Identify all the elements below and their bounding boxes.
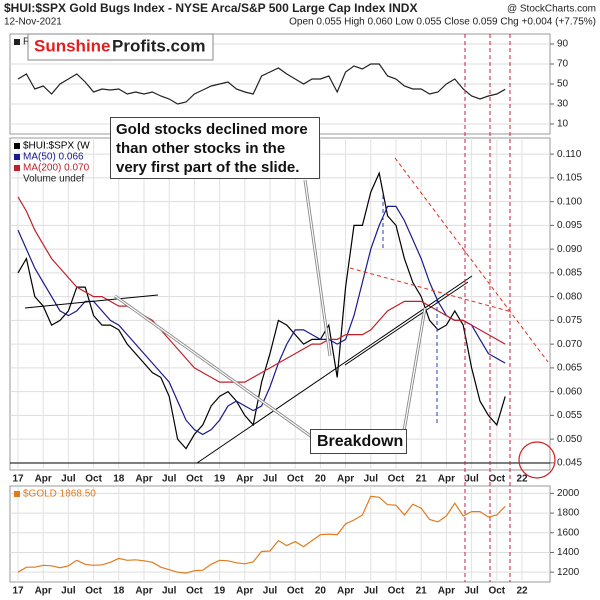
y-tick-label: 1400	[557, 547, 580, 558]
x-tick-label: Jul	[464, 474, 479, 485]
legend-label: MA(200) 0.070	[23, 163, 90, 174]
series-line	[17, 495, 506, 574]
logo-part2: Profits.com	[112, 36, 206, 55]
x-tick-label: Apr	[35, 474, 52, 485]
x-tick-label: 18	[113, 586, 125, 597]
y-tick-label: 50	[557, 79, 569, 90]
x-tick-label: Jul	[61, 474, 76, 485]
legend-swatch	[14, 143, 20, 149]
x-tick-label: Jul	[263, 474, 278, 485]
annotation-box: Breakdown	[310, 429, 407, 454]
y-tick-label: 30	[557, 99, 569, 110]
y-tick-label: 1600	[557, 527, 580, 538]
legend-label: $HUI:$SPX (W	[23, 141, 90, 152]
series-line	[17, 205, 506, 436]
x-tick-label: 20	[315, 474, 327, 485]
x-tick-label: Jul	[263, 586, 278, 597]
y-tick-label: 70	[557, 59, 569, 70]
legend-label: Volume undef	[23, 174, 84, 185]
header-quote: Open 0.055 High 0.060 Low 0.055 Close 0.…	[289, 17, 596, 28]
x-tick-label: Oct	[287, 474, 304, 485]
x-tick-label: 17	[12, 586, 24, 597]
y-tick-label: 0.075	[557, 315, 582, 326]
x-tick-label: Apr	[236, 586, 253, 597]
y-tick-label: 0.105	[557, 173, 582, 184]
y-tick-label: 0.110	[557, 149, 582, 160]
logo-box	[27, 33, 214, 61]
y-tick-label: 0.045	[557, 458, 582, 469]
x-tick-label: Apr	[337, 586, 354, 597]
x-tick-label: Oct	[488, 586, 505, 597]
x-tick-label: 19	[214, 474, 226, 485]
x-tick-label: Oct	[186, 474, 203, 485]
y-tick-label: 0.090	[557, 244, 582, 255]
x-tick-label: Jul	[464, 586, 479, 597]
logo-part1: Sunshine	[34, 36, 111, 55]
series-line	[17, 63, 506, 105]
x-tick-label: 20	[315, 586, 327, 597]
x-tick-label: Jul	[364, 474, 379, 485]
y-tick-label: 2000	[557, 488, 580, 499]
x-tick-label: Apr	[337, 474, 354, 485]
y-tick-label: 90	[557, 39, 569, 50]
x-tick-label: Jul	[162, 474, 177, 485]
panel-frame	[9, 485, 551, 583]
header-title: $HUI:$SPX Gold Bugs Index - NYSE Arca/S&…	[4, 1, 417, 15]
x-tick-label: 21	[416, 586, 428, 597]
y-tick-label: 0.065	[557, 363, 582, 374]
x-tick-label: Oct	[488, 474, 505, 485]
x-tick-label: Oct	[85, 586, 102, 597]
y-tick-label: 10	[557, 119, 569, 130]
x-tick-label: Oct	[85, 474, 102, 485]
x-tick-label: Apr	[236, 474, 253, 485]
x-tick-label: Apr	[438, 586, 455, 597]
legend-swatch	[14, 165, 20, 171]
y-tick-label: 0.080	[557, 291, 582, 302]
legend-label: MA(50) 0.066	[23, 152, 84, 163]
x-tick-label: Oct	[388, 586, 405, 597]
x-tick-label: Jul	[61, 586, 76, 597]
x-tick-label: Jul	[162, 586, 177, 597]
x-tick-label: Apr	[135, 474, 152, 485]
x-tick-label: Apr	[438, 474, 455, 485]
x-tick-label: Oct	[186, 586, 203, 597]
x-tick-label: 21	[416, 474, 428, 485]
y-tick-label: 0.100	[557, 196, 582, 207]
legend-swatch	[14, 39, 20, 45]
x-tick-label: 19	[214, 586, 226, 597]
y-tick-label: 0.055	[557, 410, 582, 421]
y-tick-label: 1200	[557, 567, 580, 578]
header-date: 12-Nov-2021	[4, 17, 62, 28]
x-tick-label: Oct	[388, 474, 405, 485]
x-tick-label: 18	[113, 474, 125, 485]
x-tick-label: Jul	[364, 586, 379, 597]
y-tick-label: 0.085	[557, 268, 582, 279]
trend-lines	[10, 34, 556, 582]
panel-frame	[9, 137, 551, 471]
y-tick-label: 0.060	[557, 386, 582, 397]
x-tick-label: Apr	[35, 586, 52, 597]
x-tick-label: 22	[516, 474, 528, 485]
legend-swatch	[14, 154, 20, 160]
legend-swatch	[14, 491, 20, 497]
x-tick-label: Oct	[287, 586, 304, 597]
series-line	[17, 196, 506, 383]
series-line	[17, 171, 506, 450]
y-tick-label: 0.095	[557, 220, 582, 231]
x-tick-label: 17	[12, 474, 24, 485]
annotation-box: Gold stocks declined more than other sto…	[110, 117, 320, 179]
x-tick-label: Apr	[135, 586, 152, 597]
y-tick-label: 1800	[557, 508, 580, 519]
x-tick-label: 22	[516, 586, 528, 597]
header-source: @ StockCharts.com	[507, 4, 596, 15]
y-tick-label: 0.070	[557, 339, 582, 350]
legend-label: $GOLD 1868.50	[23, 489, 96, 500]
y-tick-label: 0.050	[557, 434, 582, 445]
